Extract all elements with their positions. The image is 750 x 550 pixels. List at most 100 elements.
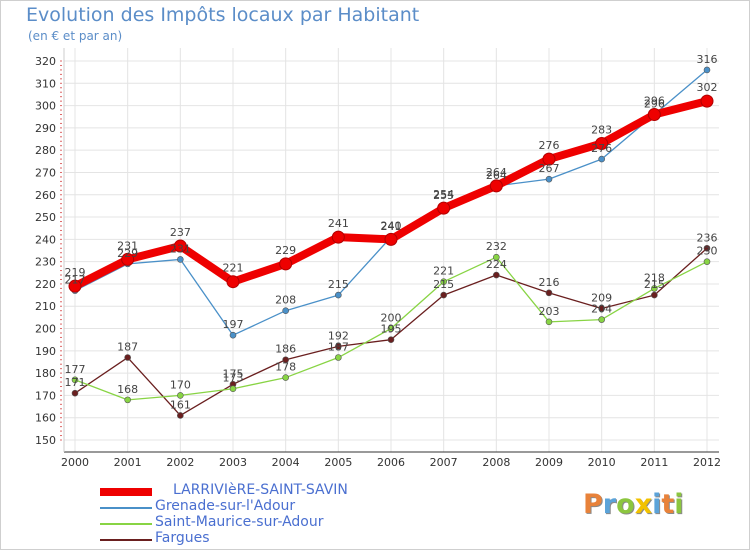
x-tick-label: 2006 <box>377 456 405 469</box>
y-tick-label: 200 <box>35 323 56 336</box>
data-point <box>703 66 711 74</box>
y-tick-label: 280 <box>35 144 56 157</box>
y-tick-label: 190 <box>35 345 56 358</box>
data-point <box>331 230 345 244</box>
legend-swatch <box>100 488 152 496</box>
data-labels: 171 187 161 175 186 192 195 215 224 216 209 215 236 1… <box>65 53 718 412</box>
data-point <box>598 155 605 163</box>
x-tick-label: 2000 <box>61 456 89 469</box>
legend-label: Fargues <box>155 530 210 546</box>
legend-item: Grenade-sur-l'Adour <box>100 498 400 516</box>
data-point <box>651 285 658 292</box>
data-point <box>282 307 289 314</box>
data-point <box>651 291 658 299</box>
data-label: 204 <box>591 303 612 316</box>
data-point <box>121 252 135 266</box>
data-label: 218 <box>644 271 665 284</box>
data-label: 231 <box>117 239 138 252</box>
y-tick-label: 240 <box>35 233 56 246</box>
x-tick-label: 2008 <box>482 456 510 469</box>
data-label: 171 <box>65 376 86 389</box>
y-tick-label: 250 <box>35 211 56 224</box>
data-point <box>437 201 451 215</box>
data-label: 170 <box>170 378 191 391</box>
data-label: 215 <box>433 278 454 291</box>
x-tick-label: 2011 <box>640 456 668 469</box>
data-label: 229 <box>275 244 296 257</box>
data-label: 231 <box>170 242 191 255</box>
x-tick-label: 2009 <box>535 456 563 469</box>
data-label: 221 <box>433 265 454 278</box>
data-label: 187 <box>328 341 349 354</box>
data-label: 224 <box>486 258 507 271</box>
data-label: 264 <box>486 166 507 179</box>
data-point <box>124 396 131 404</box>
legend-label: Grenade-sur-l'Adour <box>155 498 296 514</box>
legend-swatch <box>100 539 152 541</box>
data-label: 221 <box>223 262 244 275</box>
data-label: 229 <box>117 247 138 260</box>
data-point <box>545 318 553 326</box>
y-tick-label: 260 <box>35 189 56 202</box>
data-label: 267 <box>539 162 560 175</box>
data-label: 230 <box>697 245 718 258</box>
axes: 150 160 170 180 190 200 210 220 230 240 250 260 270 2… <box>35 48 721 469</box>
data-point <box>545 175 553 183</box>
proxiti-logo: Proxiti <box>583 489 684 520</box>
x-tick-label: 2001 <box>114 456 142 469</box>
data-point <box>335 343 342 350</box>
data-point <box>598 316 605 323</box>
data-point <box>173 239 187 253</box>
x-tick-label: 2005 <box>324 456 352 469</box>
data-label: 254 <box>433 188 454 201</box>
data-point <box>177 392 184 399</box>
data-label: 187 <box>117 341 138 354</box>
data-label: 208 <box>275 294 296 307</box>
data-point <box>493 253 500 261</box>
data-label: 296 <box>644 95 665 108</box>
data-label: 302 <box>697 81 718 94</box>
data-point <box>229 331 237 339</box>
data-point <box>440 278 447 286</box>
data-label: 175 <box>223 367 244 380</box>
logo-letter: x <box>634 489 653 520</box>
data-point <box>335 354 342 361</box>
x-tick-label: 2003 <box>219 456 247 469</box>
data-point <box>647 108 661 122</box>
data-label: 232 <box>486 240 507 253</box>
x-tick-label: 2002 <box>166 456 194 469</box>
data-point <box>493 271 500 279</box>
series <box>68 66 714 419</box>
data-label: 217 <box>65 274 86 287</box>
data-point <box>595 136 609 150</box>
data-label: 264 <box>486 169 507 182</box>
y-tick-label: 270 <box>35 166 56 179</box>
x-tick-label: 2004 <box>272 456 300 469</box>
data-point <box>387 336 395 343</box>
data-label: 276 <box>591 142 612 155</box>
data-point <box>229 385 237 393</box>
data-label: 173 <box>223 372 244 385</box>
y-tick-label: 210 <box>35 300 56 313</box>
data-label: 255 <box>433 189 454 202</box>
y-tick-label: 290 <box>35 122 56 135</box>
data-label: 209 <box>591 291 612 304</box>
data-point <box>703 244 711 252</box>
data-label: 161 <box>170 398 191 411</box>
data-label: 241 <box>381 220 402 233</box>
data-label: 178 <box>275 361 296 374</box>
legend-item: Fargues <box>100 530 400 548</box>
data-label: 296 <box>644 98 665 111</box>
y-tick-label: 180 <box>35 367 56 380</box>
data-label: 276 <box>539 139 560 152</box>
chart-subtitle: (en € et par an) <box>28 29 123 43</box>
data-point <box>71 376 79 384</box>
data-point <box>226 275 240 289</box>
legend-label: Saint-Maurice-sur-Adour <box>155 514 324 530</box>
data-point <box>700 94 714 108</box>
data-label: 197 <box>223 318 244 331</box>
y-tick-label: 220 <box>35 278 56 291</box>
data-label: 216 <box>539 276 560 289</box>
data-label: 215 <box>644 278 665 291</box>
